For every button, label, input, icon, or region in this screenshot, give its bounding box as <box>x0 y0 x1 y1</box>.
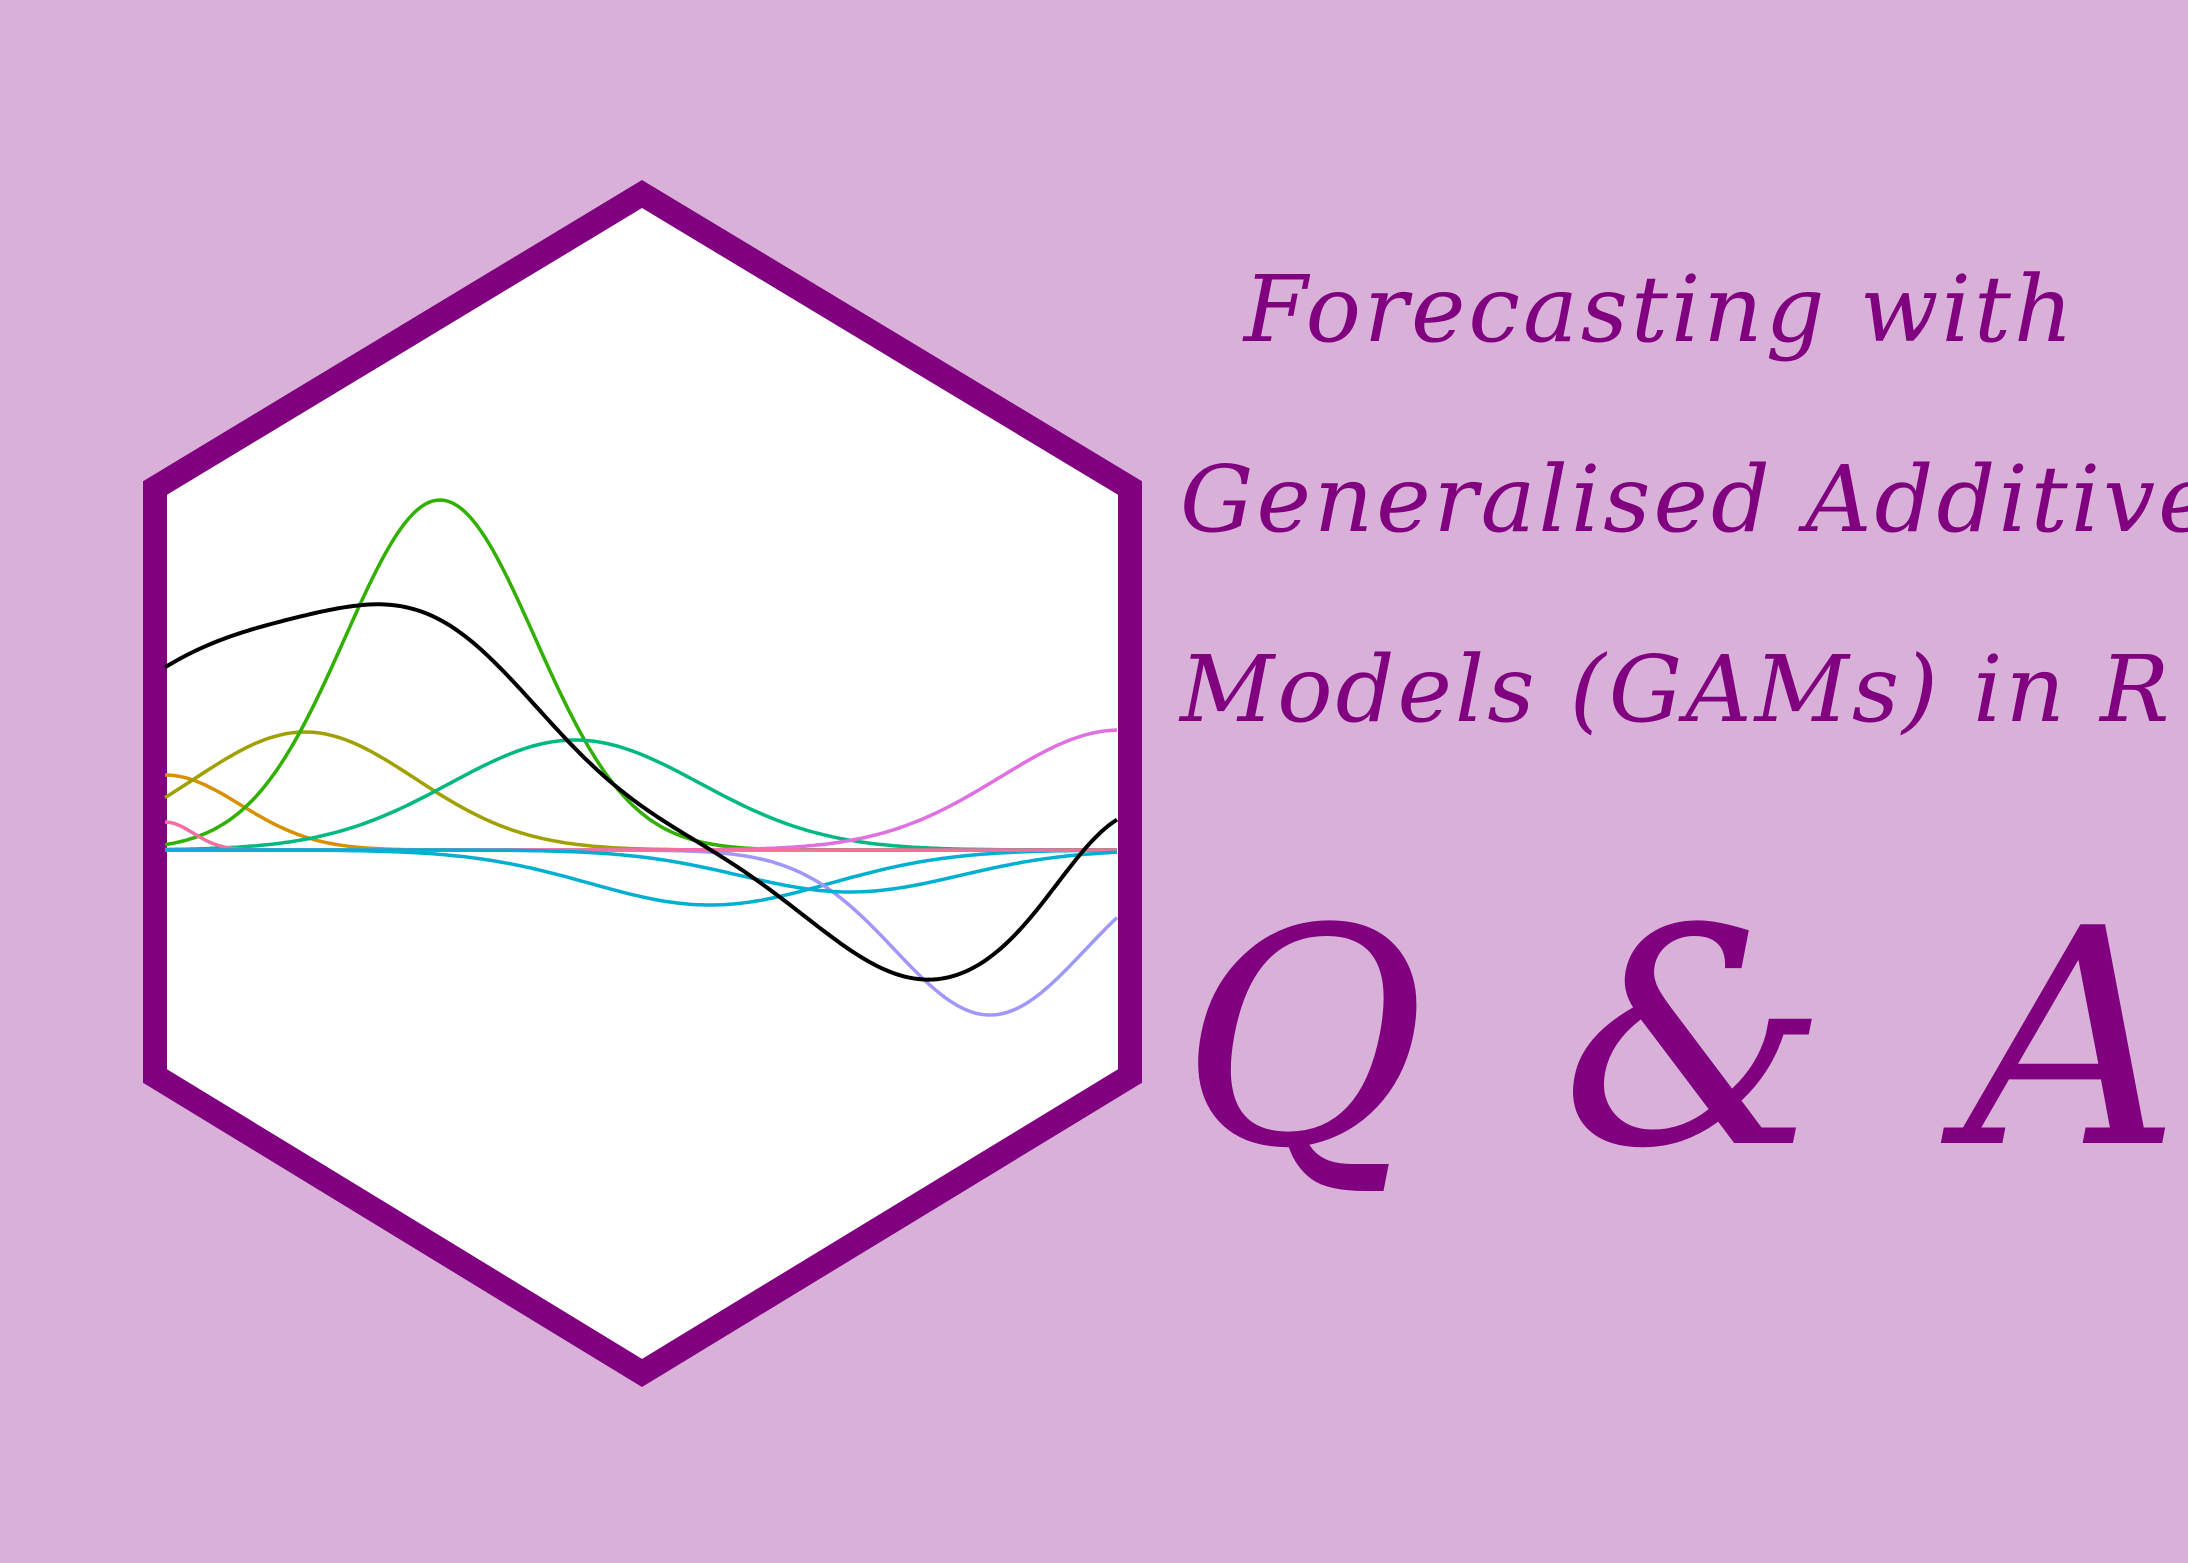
basis-curve <box>165 848 1118 894</box>
hexagon-frame <box>143 179 1142 1388</box>
qa-heading: Q & A <box>1180 865 2188 1214</box>
title: Forecasting with Generalised Additive Mo… <box>1180 215 2188 785</box>
basis-curves <box>163 498 1119 1017</box>
title-line-1: Forecasting with <box>1243 256 2077 363</box>
title-line-3: Models (GAMs) in R <box>1180 636 2173 743</box>
title-line-2: Generalised Additive <box>1180 446 2188 553</box>
sum-curve <box>163 602 1119 982</box>
